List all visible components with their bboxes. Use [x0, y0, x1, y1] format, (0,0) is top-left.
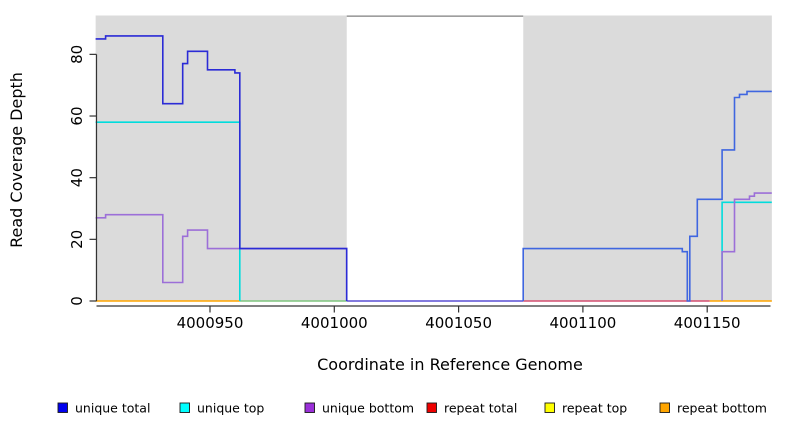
y-axis-tick-label: 40	[68, 168, 86, 187]
series-line-unique-total	[95, 35, 348, 301]
legend-item-repeat-total: repeat total	[426, 401, 517, 416]
y-axis-tick-label: 20	[68, 230, 86, 249]
x-axis-tick-label: 4001150	[674, 314, 741, 332]
legend-label: unique bottom	[322, 401, 414, 416]
legend-label: repeat bottom	[677, 401, 767, 416]
legend-swatch	[57, 402, 68, 413]
legend-swatch	[179, 402, 190, 413]
legend-swatch	[544, 402, 555, 413]
y-axis-title: Read Coverage Depth	[7, 72, 26, 248]
x-axis-tick-label: 4001100	[549, 314, 616, 332]
legend-item-unique-bottom: unique bottom	[304, 401, 414, 416]
legend-label: repeat total	[444, 401, 517, 416]
series-line-unique-bottom	[95, 213, 348, 301]
legend-item-repeat-bottom: repeat bottom	[659, 401, 767, 416]
legend-layer: unique total unique top unique bottom repea…	[57, 401, 767, 416]
series-line-unique-bottom	[721, 192, 772, 301]
legend-item-unique-top: unique top	[179, 401, 264, 416]
x-axis-title: Coordinate in Reference Genome	[317, 355, 583, 374]
legend-item-repeat-top: repeat top	[544, 401, 627, 416]
legend-swatch	[304, 402, 315, 413]
y-axis-tick-label: 80	[68, 45, 86, 64]
legend-label: repeat top	[562, 401, 627, 416]
shaded-region	[95, 15, 347, 302]
shaded-region	[523, 15, 772, 302]
x-axis-tick-label: 4001050	[425, 314, 492, 332]
legend-label: unique total	[75, 401, 150, 416]
axes-layer: 0 20 40 60 80 4000950 4001000 4001050 4001100 400…	[68, 45, 771, 332]
legend-label: unique top	[197, 401, 264, 416]
y-axis-tick-label: 60	[68, 106, 86, 125]
series-layer	[95, 35, 772, 302]
series-line-unique-total	[522, 90, 772, 302]
x-axis-tick-label: 4001000	[301, 314, 368, 332]
legend-swatch	[426, 402, 437, 413]
plot-background-layer	[95, 15, 772, 302]
y-axis-tick-label: 0	[68, 296, 86, 306]
legend-swatch	[659, 402, 670, 413]
x-axis-tick-label: 4000950	[177, 314, 244, 332]
legend-item-unique-total: unique total	[57, 401, 150, 416]
